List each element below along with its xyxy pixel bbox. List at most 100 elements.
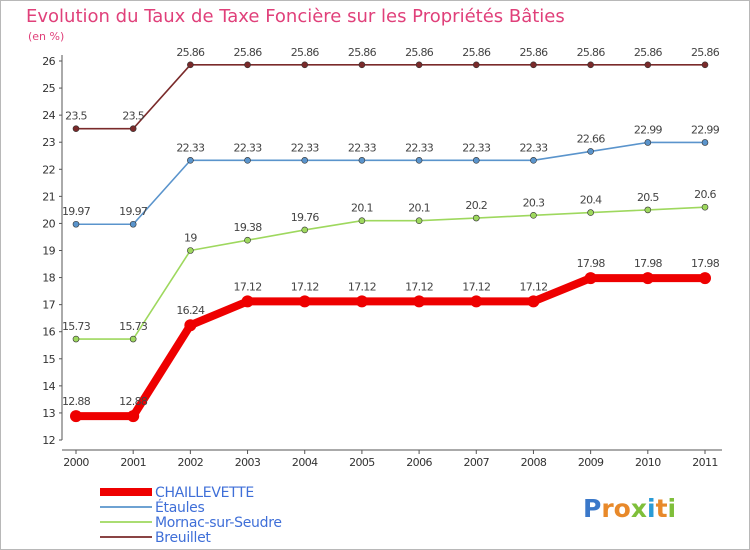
data-point: [355, 295, 368, 308]
y-tick-label: 19: [42, 245, 55, 258]
data-label: 25.86: [634, 46, 663, 59]
data-label: 20.5: [637, 191, 659, 204]
data-point: [701, 139, 709, 146]
x-tick-label: 2008: [521, 456, 547, 469]
y-tick-label: 17: [42, 299, 55, 312]
data-point: [472, 157, 480, 164]
series-line-mornac-sur-seudre: [75, 206, 706, 340]
data-label: 25.86: [348, 46, 377, 59]
legend-label: Étaules: [155, 499, 204, 516]
y-tick-label: 26: [42, 55, 55, 68]
data-label: 22.33: [176, 141, 205, 154]
data-label: 23.5: [122, 110, 144, 123]
y-tick-label: 20: [42, 217, 55, 230]
data-point: [644, 139, 652, 146]
logo-letter: o: [614, 494, 631, 523]
data-label: 19: [184, 232, 197, 245]
data-point: [244, 61, 251, 69]
data-point: [472, 214, 480, 222]
data-point: [187, 247, 194, 254]
data-point: [184, 319, 197, 332]
data-label: 25.86: [519, 46, 548, 59]
y-tick-label: 13: [42, 407, 55, 420]
data-point: [415, 217, 423, 225]
data-point: [72, 125, 80, 132]
data-point: [699, 272, 711, 285]
data-point: [72, 335, 80, 343]
logo-letter: x: [631, 494, 647, 523]
y-tick-label: 21: [42, 190, 55, 203]
legend-label: CHAILLEVETTE: [155, 485, 254, 501]
data-label: 16.24: [176, 304, 205, 317]
data-point: [70, 410, 82, 423]
data-point: [358, 157, 366, 164]
data-label: 17.98: [634, 257, 663, 270]
logo-text: Proxiti: [583, 494, 676, 523]
data-label: 22.33: [462, 141, 491, 154]
data-label: 19.97: [62, 205, 91, 218]
data-point: [72, 220, 80, 228]
data-label: 20.3: [523, 196, 545, 209]
y-tick-label: 15: [42, 353, 55, 366]
y-tick-label: 16: [42, 326, 55, 339]
data-point: [530, 61, 537, 69]
data-point: [187, 157, 194, 164]
logo-letter: r: [601, 494, 614, 523]
data-label: 15.73: [119, 320, 148, 333]
data-point: [301, 157, 309, 164]
data-label: 17.98: [577, 257, 606, 270]
data-point: [298, 295, 311, 308]
x-tick-label: 2011: [692, 456, 718, 469]
data-point: [701, 203, 709, 211]
legend-label: Breuillet: [155, 530, 211, 546]
data-point: [301, 61, 309, 69]
data-label: 17.12: [519, 280, 547, 293]
data-point: [129, 335, 137, 343]
legend: CHAILLEVETTEÉtaulesMornac-sur-SeudreBreu…: [100, 485, 282, 546]
proxiti-logo: Proxiti: [583, 494, 676, 523]
data-label: 22.33: [348, 141, 377, 154]
data-point: [358, 217, 366, 225]
series-layer: [70, 61, 711, 423]
data-label: 22.33: [291, 141, 320, 154]
y-tick-label: 23: [42, 136, 55, 149]
series-line-chaillevette: [72, 274, 709, 421]
data-point: [587, 209, 594, 216]
data-label: 12.88: [62, 395, 91, 408]
data-point: [413, 295, 426, 308]
data-label: 22.99: [634, 123, 663, 136]
data-label: 20.1: [408, 202, 430, 215]
y-tick-label: 18: [42, 272, 55, 285]
axes: 12 13 14 15 16 17 18 19 20 21 22 23 24 25 26 2000 2001 20…: [42, 55, 722, 469]
data-point: [587, 148, 594, 155]
data-label: 25.86: [577, 46, 606, 59]
data-label: 25.86: [291, 46, 320, 59]
chart-title: Evolution du Taux de Taxe Foncière sur l…: [26, 6, 565, 27]
data-label: 25.86: [176, 46, 205, 59]
x-tick-label: 2005: [349, 456, 375, 469]
data-labels: 23.5 23.5 25.86 25.86 25.86 25.86 25.86 25.86 25…: [62, 46, 720, 408]
series-line-breuillet: [75, 63, 706, 130]
data-label: 22.33: [519, 141, 548, 154]
data-point: [587, 61, 594, 69]
logo-letter: P: [583, 494, 601, 523]
x-tick-label: 2004: [292, 456, 318, 469]
data-label: 12.88: [119, 395, 148, 408]
y-tick-label: 22: [42, 163, 55, 176]
data-point: [415, 61, 423, 69]
data-label: 22.66: [577, 132, 606, 145]
data-label: 17.12: [291, 280, 319, 293]
data-label: 15.73: [62, 320, 91, 333]
data-point: [244, 157, 251, 164]
legend-label: Mornac-sur-Seudre: [155, 515, 282, 531]
data-label: 17.12: [348, 280, 376, 293]
chart-subtitle: (en %): [28, 30, 64, 43]
data-label: 25.86: [405, 46, 434, 59]
data-label: 22.99: [691, 123, 720, 136]
data-point: [301, 226, 309, 234]
data-label: 19.38: [234, 221, 263, 234]
data-point: [358, 61, 366, 69]
data-label: 23.5: [65, 110, 87, 123]
data-point: [472, 61, 480, 69]
